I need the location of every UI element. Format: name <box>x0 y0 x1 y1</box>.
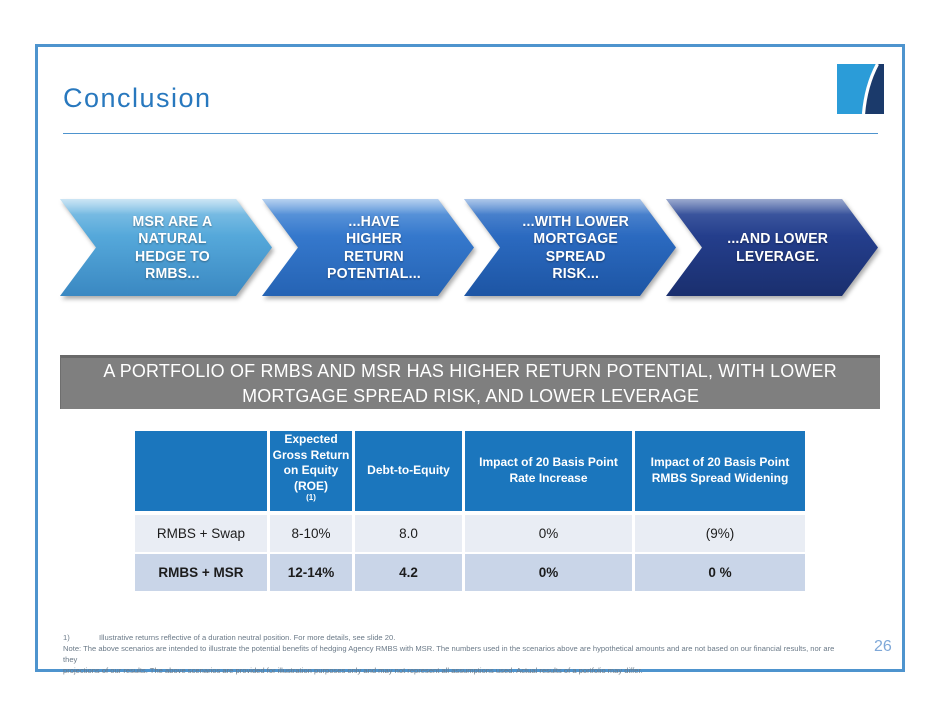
value-debt-to-equity: 4.2 <box>355 554 462 591</box>
row-label: RMBS + MSR <box>135 554 267 591</box>
chevron-label: MSR ARE A NATURAL HEDGE TO RMBS... <box>132 212 212 282</box>
note-line-1: Note: The above scenarios are intended t… <box>63 644 835 664</box>
value-spread-impact: 0 % <box>635 554 805 591</box>
chevron-label: ...HAVE HIGHER RETURN POTENTIAL... <box>327 212 421 282</box>
process-chevrons: MSR ARE A NATURAL HEDGE TO RMBS... ...HA… <box>38 199 902 296</box>
note-line-2: projections of our results. The above sc… <box>63 666 643 675</box>
chevron-higher-return: ...HAVE HIGHER RETURN POTENTIAL... <box>262 199 474 296</box>
chevron-lower-leverage: ...AND LOWER LEVERAGE. <box>666 199 878 296</box>
value-rate-impact: 0% <box>465 554 632 591</box>
header-cell-spread-widening: Impact of 20 Basis Point RMBS Spread Wid… <box>635 431 805 511</box>
value-debt-to-equity: 8.0 <box>355 515 462 552</box>
chevron-msr-natural-hedge: MSR ARE A NATURAL HEDGE TO RMBS... <box>60 199 272 296</box>
header-cell-roe: Expected Gross Return on Equity (ROE) (1) <box>270 431 352 511</box>
table-header-row: Expected Gross Return on Equity (ROE) (1)… <box>135 431 805 511</box>
table-row-rmbs-msr: RMBS + MSR 12-14% 4.2 0% 0 % <box>135 554 805 591</box>
slide-title: Conclusion <box>63 83 212 113</box>
company-logo-icon <box>837 64 884 114</box>
chevron-lower-spread-risk: ...WITH LOWER MORTGAGE SPREAD RISK... <box>464 199 676 296</box>
value-roe: 8-10% <box>270 515 352 552</box>
footnote-number: 1) <box>63 633 70 642</box>
header-cell-debt-to-equity: Debt-to-Equity <box>355 431 462 511</box>
row-label: RMBS + Swap <box>135 515 267 552</box>
chevron-label: ...AND LOWER LEVERAGE. <box>727 230 829 265</box>
footnote-text: Illustrative returns reflective of a dur… <box>99 633 396 642</box>
value-rate-impact: 0% <box>465 515 632 552</box>
page-number: 26 <box>874 638 892 655</box>
title-divider <box>63 133 878 134</box>
banner-line-2: MORTGAGE SPREAD RISK, AND LOWER LEVERAGE <box>241 384 700 406</box>
footnotes: 1) Illustrative returns reflective of a d… <box>63 632 848 676</box>
slide-frame: Conclusion MSR ARE A NATURAL HEDGE TO RM… <box>35 44 905 675</box>
value-roe: 12-14% <box>270 554 352 591</box>
comparison-table: Expected Gross Return on Equity (ROE) (1)… <box>135 431 805 591</box>
chevron-label: ...WITH LOWER MORTGAGE SPREAD RISK... <box>522 212 630 282</box>
value-spread-impact: (9%) <box>635 515 805 552</box>
header-cell-rate-increase: Impact of 20 Basis Point Rate Increase <box>465 431 632 511</box>
summary-banner: A PORTFOLIO OF RMBS AND MSR HAS HIGHER R… <box>60 355 880 409</box>
header-cell-blank <box>135 431 267 511</box>
table-row-rmbs-swap: RMBS + Swap 8-10% 8.0 0% (9%) <box>135 515 805 552</box>
banner-line-1: A PORTFOLIO OF RMBS AND MSR HAS HIGHER R… <box>103 360 838 382</box>
footnote-1: 1) Illustrative returns reflective of a d… <box>63 632 848 643</box>
